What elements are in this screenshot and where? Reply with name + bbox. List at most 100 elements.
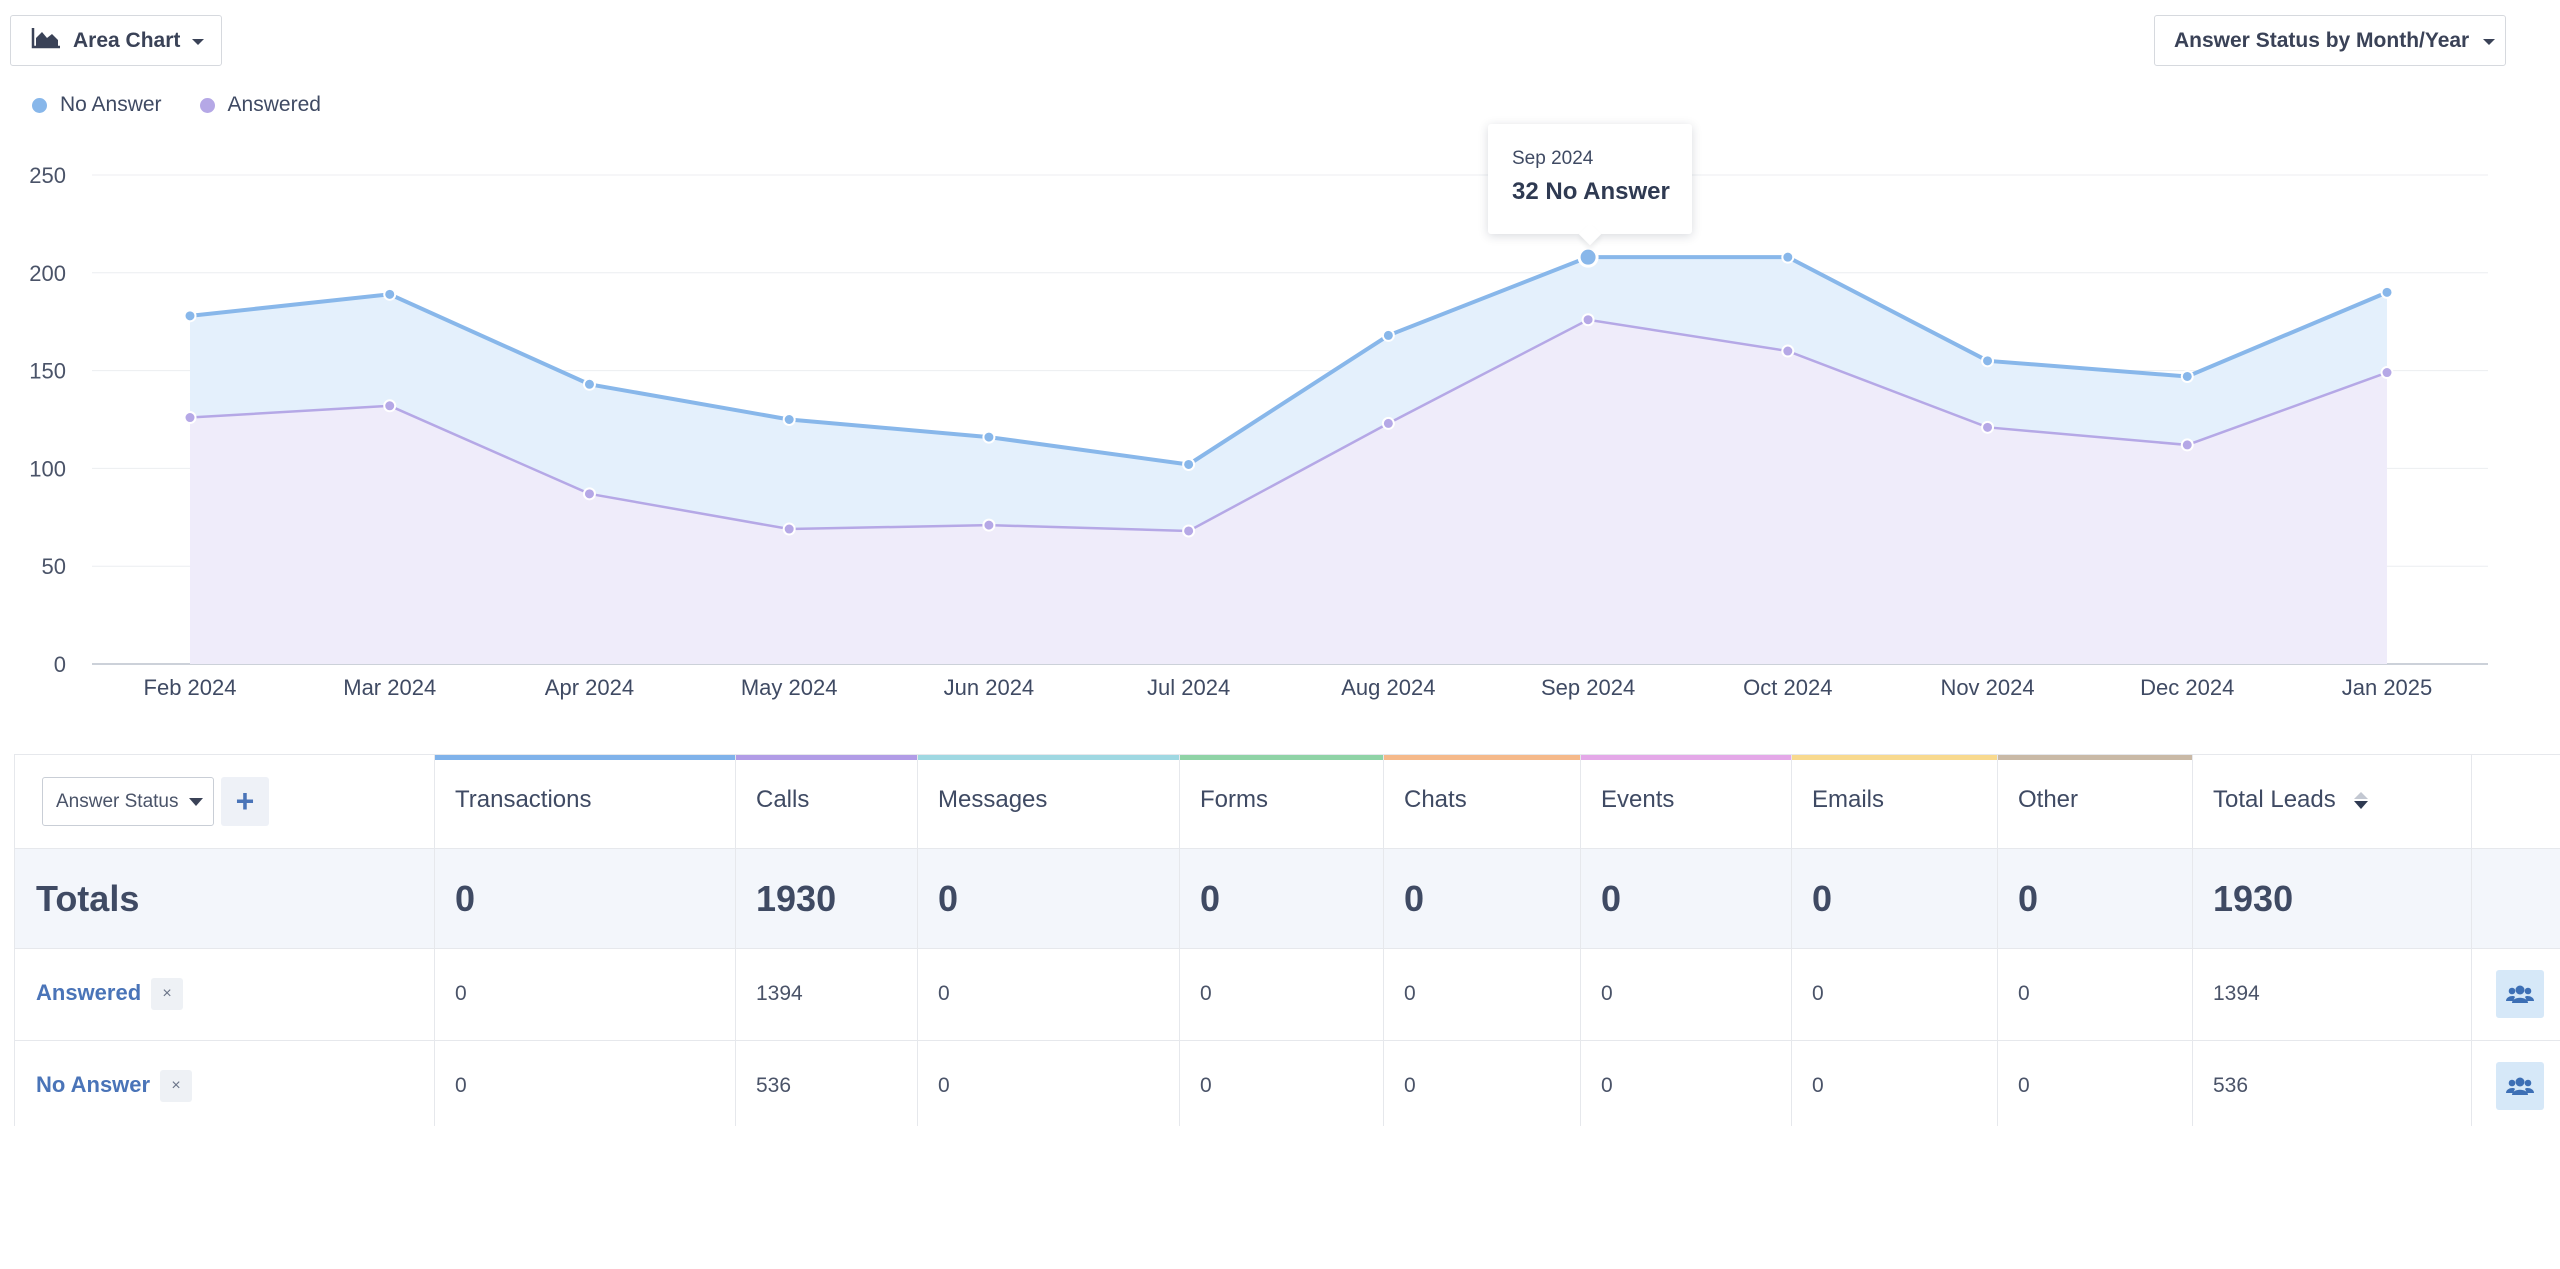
column-color-bar — [1791, 754, 1997, 760]
column-color-bar — [434, 754, 735, 760]
column-header-emails[interactable]: Emails — [1812, 786, 1885, 813]
totals-messages: 0 — [938, 878, 959, 919]
group-by-dropdown[interactable]: Answer Status by Month/Year — [2154, 15, 2506, 66]
row-divider — [14, 1040, 2560, 1041]
no-answer-point — [2180, 369, 2194, 383]
column-header-total-leads[interactable]: Total Leads — [2213, 786, 2369, 814]
legend-dot-no-answer — [32, 97, 47, 113]
view-leads-button[interactable] — [2496, 970, 2544, 1018]
no-answer-area — [190, 257, 2387, 531]
y-tick-label: 200 — [29, 261, 66, 286]
chart-tooltip: Sep 2024 32 No Answer — [1488, 124, 1692, 234]
no-answer-point — [183, 309, 197, 323]
totals-other: 0 — [2018, 878, 2039, 919]
column-divider — [1383, 754, 1384, 1126]
x-tick-label: Mar 2024 — [343, 675, 436, 700]
answered-forms: 0 — [1200, 982, 1212, 1005]
y-tick-label: 50 — [42, 554, 66, 579]
no-answer-line — [189, 255, 2388, 467]
y-tick-label: 100 — [29, 456, 66, 481]
no-answer-point — [982, 430, 996, 444]
column-divider — [1997, 754, 1998, 1126]
chart-type-dropdown[interactable]: Area Chart — [10, 15, 222, 66]
totals-events: 0 — [1601, 878, 1622, 919]
row-divider — [14, 754, 2560, 755]
answer-status-select[interactable]: Answer Status — [42, 777, 214, 826]
column-divider — [434, 754, 435, 1126]
remove-no-answer-button[interactable]: × — [160, 1070, 192, 1102]
row-label-no-answer[interactable]: No Answer — [36, 1072, 151, 1097]
users-icon — [2506, 985, 2534, 1003]
totals-label: Totals — [36, 878, 140, 919]
totals-calls: 1930 — [756, 878, 837, 919]
row-label-answered[interactable]: Answered — [36, 980, 142, 1005]
totals-forms: 0 — [1200, 878, 1221, 919]
row-divider — [14, 848, 2560, 849]
x-tick-label: Aug 2024 — [1341, 675, 1435, 700]
sort-icon[interactable] — [2354, 792, 2369, 810]
add-grouping-button[interactable]: + — [221, 777, 269, 826]
answered-point — [383, 399, 397, 413]
column-header-chats[interactable]: Chats — [1404, 786, 1467, 813]
column-header-forms[interactable]: Forms — [1200, 786, 1268, 813]
no-answer-messages: 0 — [938, 1074, 950, 1097]
answered-point — [2380, 366, 2394, 380]
no-answer-point — [1182, 457, 1196, 471]
totals-transactions: 0 — [455, 878, 476, 919]
x-tick-label: Dec 2024 — [2140, 675, 2234, 700]
answered-total-leads: 1394 — [2213, 982, 2260, 1005]
view-leads-button[interactable] — [2496, 1062, 2544, 1110]
column-color-bar — [1383, 754, 1580, 760]
totals-total-leads: 1930 — [2213, 878, 2294, 919]
column-header-events[interactable]: Events — [1601, 786, 1675, 813]
answered-line — [189, 318, 2388, 533]
users-icon — [2506, 1077, 2534, 1095]
answered-point — [1781, 344, 1795, 358]
answered-point — [183, 411, 197, 425]
no-answer-chats: 0 — [1404, 1074, 1416, 1097]
total-leads-label: Total Leads — [2213, 786, 2336, 813]
column-header-other[interactable]: Other — [2018, 786, 2079, 813]
column-header-calls[interactable]: Calls — [756, 786, 810, 813]
no-answer-total-leads: 536 — [2213, 1074, 2249, 1097]
column-header-transactions[interactable]: Transactions — [455, 786, 592, 813]
answered-emails: 0 — [1812, 982, 1824, 1005]
legend-label-no-answer: No Answer — [60, 93, 162, 116]
x-tick-label: Sep 2024 — [1541, 675, 1635, 700]
no-answer-point — [582, 377, 596, 391]
x-tick-label: Feb 2024 — [144, 675, 237, 700]
answered-point — [1581, 313, 1595, 327]
column-divider — [917, 754, 918, 1126]
chevron-down-icon — [188, 797, 203, 806]
column-color-bar — [1179, 754, 1383, 760]
remove-answered-button[interactable]: × — [151, 978, 183, 1010]
no-answer-calls: 536 — [756, 1074, 792, 1097]
no-answer-events: 0 — [1601, 1074, 1613, 1097]
x-tick-label: May 2024 — [741, 675, 838, 700]
x-tick-label: Jun 2024 — [944, 675, 1035, 700]
answered-calls: 1394 — [756, 982, 803, 1005]
column-divider — [1791, 754, 1792, 1126]
chevron-down-icon — [192, 39, 205, 45]
tooltip-date: Sep 2024 — [1512, 148, 1594, 169]
no-answer-point-highlighted — [1577, 246, 1599, 268]
group-by-label: Answer Status by Month/Year — [2174, 28, 2470, 52]
y-tick-label: 0 — [54, 652, 66, 677]
answered-transactions: 0 — [455, 982, 467, 1005]
no-answer-point — [2380, 285, 2394, 299]
column-divider — [735, 754, 736, 1126]
column-color-bar — [735, 754, 917, 760]
answered-point — [782, 522, 796, 536]
chevron-down-icon — [2483, 39, 2496, 45]
x-tick-label: Jan 2025 — [2342, 675, 2433, 700]
column-header-messages[interactable]: Messages — [938, 786, 1048, 813]
y-tick-label: 250 — [29, 163, 66, 188]
legend-item-no-answer[interactable]: No Answer — [32, 93, 162, 117]
x-tick-label: Jul 2024 — [1147, 675, 1230, 700]
answered-point — [582, 487, 596, 501]
column-color-bar — [917, 754, 1179, 760]
answered-chats: 0 — [1404, 982, 1416, 1005]
legend-item-answered[interactable]: Answered — [199, 93, 321, 117]
no-answer-transactions: 0 — [455, 1074, 467, 1097]
answered-point — [2180, 438, 2194, 452]
